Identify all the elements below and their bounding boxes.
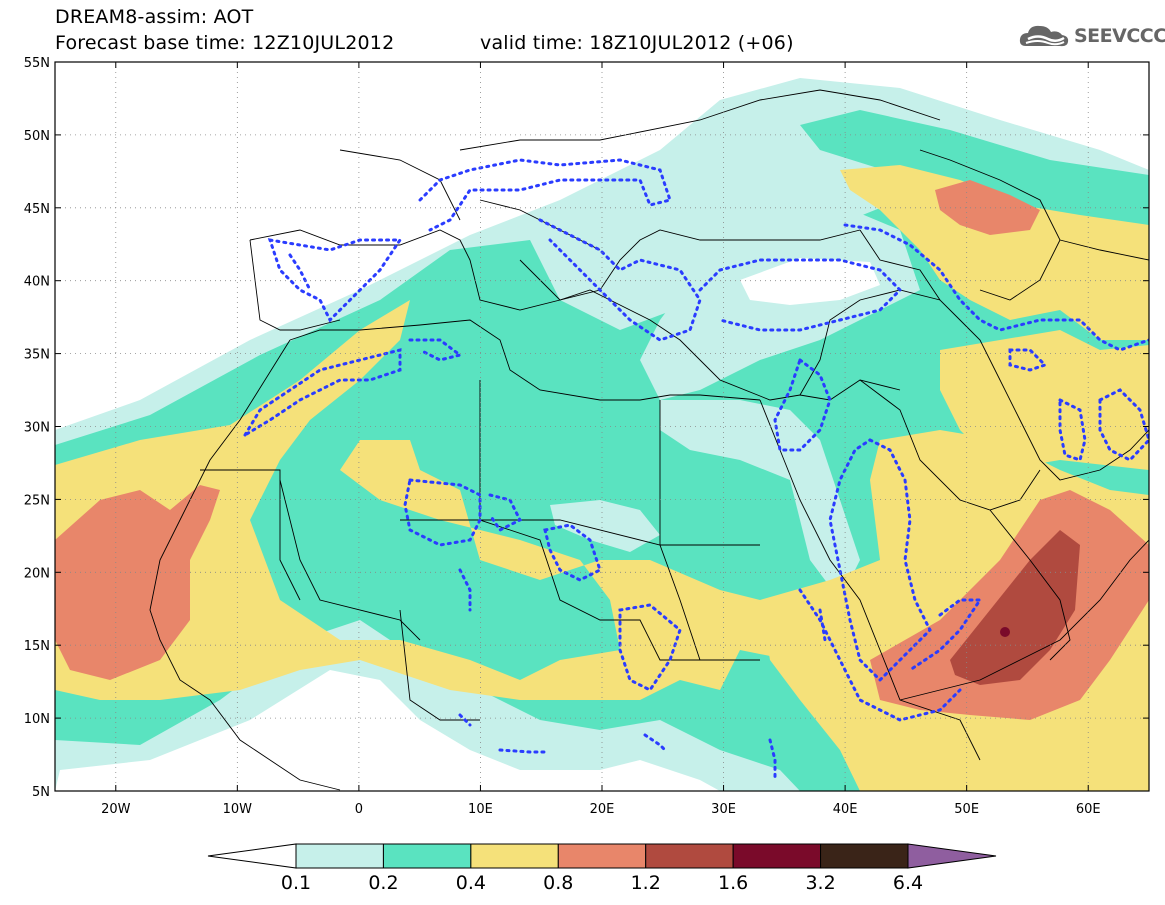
- aot-band-0.4-west: [55, 300, 790, 700]
- legend-colorbar: [207, 843, 997, 869]
- legend-underflow: [207, 843, 297, 869]
- lat-label: 40N: [24, 275, 50, 290]
- lat-label: 20N: [24, 566, 50, 581]
- legend-swatch: [470, 843, 559, 869]
- aot-band-0.8-westafrica: [55, 485, 220, 680]
- lon-label: 30E: [711, 802, 736, 817]
- legend-boundary-label: 0.1: [281, 872, 311, 894]
- lat-label: 10N: [24, 712, 50, 727]
- lat-label: 50N: [24, 129, 50, 144]
- legend-overflow: [907, 843, 997, 869]
- aot-band-0.4-caspian: [840, 165, 1149, 340]
- aot-field: [55, 62, 1149, 791]
- aot-peak: [1000, 627, 1010, 637]
- lon-label: 60E: [1076, 802, 1101, 817]
- legend-boundary-label: 0.8: [543, 872, 573, 894]
- lon-label: 0: [355, 802, 363, 817]
- cloud-icon: [1019, 25, 1069, 47]
- legend-swatch: [732, 843, 822, 869]
- dotted-contours: [243, 158, 1149, 782]
- lat-label: 30N: [24, 421, 50, 436]
- legend-boundary-label: 1.2: [631, 872, 661, 894]
- legend-swatch: [820, 843, 909, 869]
- valid-time: valid time: 18Z10JUL2012 (+06): [480, 32, 794, 54]
- lat-label: 55N: [24, 56, 50, 71]
- lat-label: 45N: [24, 202, 50, 217]
- aot-hole-turkey-white: [740, 258, 880, 305]
- legend-boundary-label: 6.4: [893, 872, 923, 894]
- lon-label: 50E: [954, 802, 979, 817]
- legend-swatch: [557, 843, 647, 869]
- legend-boundary-label: 0.2: [368, 872, 398, 894]
- latitude-labels: 55N 50N 45N 40N 35N 30N 25N 20N 15N 10N 5N: [24, 56, 50, 800]
- lon-label: 20W: [101, 802, 131, 817]
- legend-swatch: [645, 843, 734, 869]
- legend-swatch: [295, 843, 384, 869]
- lat-label: 5N: [32, 785, 50, 800]
- legend-boundary-label: 1.6: [718, 872, 748, 894]
- legend-labels: 0.1 0.2 0.4 0.8 1.2 1.6 3.2 6.4: [281, 872, 923, 894]
- lon-label: 20E: [590, 802, 615, 817]
- legend-swatch: [382, 843, 472, 869]
- lat-label: 15N: [24, 639, 50, 654]
- logo-text: SEEVCCC: [1074, 25, 1165, 47]
- map-title: DREAM8-assim: AOT: [55, 6, 254, 28]
- lon-label: 40E: [833, 802, 858, 817]
- lat-label: 35N: [24, 348, 50, 363]
- legend-boundary-label: 3.2: [805, 872, 835, 894]
- aot-hole-libya: [550, 500, 660, 552]
- aot-band-0.8-caspian: [935, 180, 1040, 235]
- aot-hole-egypt: [660, 400, 860, 600]
- seevccc-logo: SEEVCCC: [1018, 22, 1165, 50]
- forecast-base-time: Forecast base time: 12Z10JUL2012: [55, 32, 395, 54]
- axis-ticks: [55, 61, 1149, 792]
- lon-label: 10W: [223, 802, 253, 817]
- longitude-labels: 20W 10W 0 10E 20E 30E 40E 50E 60E: [101, 802, 1101, 817]
- lon-label: 10E: [468, 802, 493, 817]
- legend-boundary-label: 0.4: [456, 872, 486, 894]
- aot-band-south-white: [55, 670, 720, 791]
- lat-label: 25N: [24, 493, 50, 508]
